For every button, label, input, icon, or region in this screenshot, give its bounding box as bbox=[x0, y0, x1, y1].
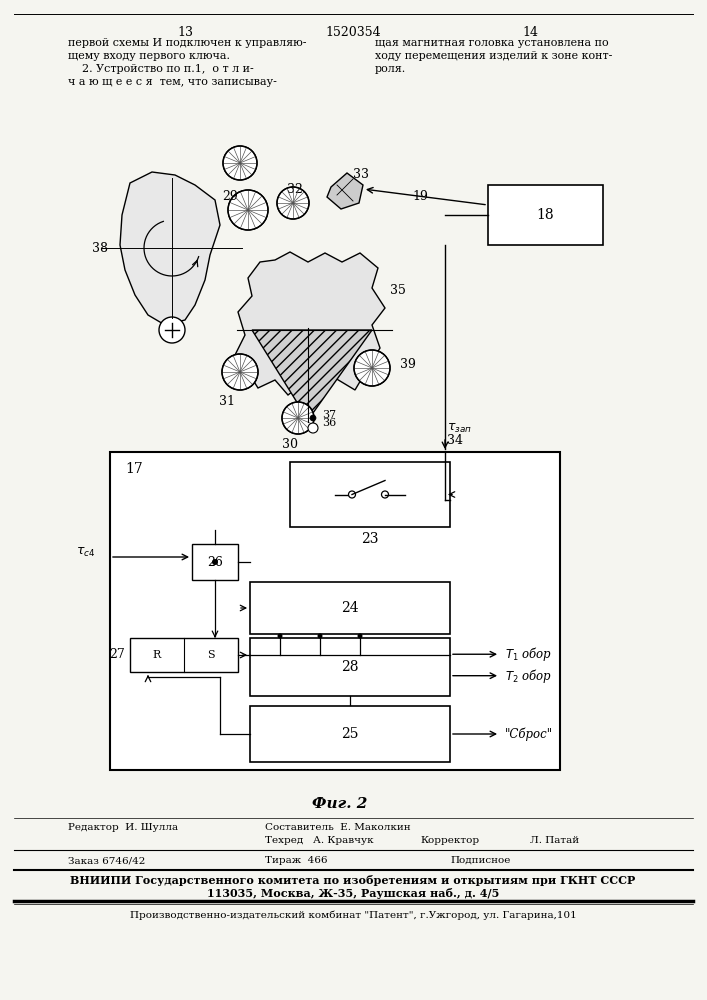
Text: роля.: роля. bbox=[375, 64, 407, 74]
Text: щему входу первого ключа.: щему входу первого ключа. bbox=[68, 51, 230, 61]
Text: ВНИИПИ Государственного комитета по изобретениям и открытиям при ГКНТ СССР: ВНИИПИ Государственного комитета по изоб… bbox=[71, 875, 636, 886]
Text: 18: 18 bbox=[537, 208, 554, 222]
Bar bbox=[110, 452, 560, 770]
Circle shape bbox=[349, 491, 356, 498]
Text: ходу перемещения изделий к зоне конт-: ходу перемещения изделий к зоне конт- bbox=[375, 51, 612, 61]
Text: "Сброс": "Сброс" bbox=[505, 727, 553, 741]
Text: 32: 32 bbox=[287, 183, 303, 196]
Circle shape bbox=[277, 187, 309, 219]
Text: 37: 37 bbox=[322, 410, 336, 420]
Text: 34: 34 bbox=[447, 434, 463, 446]
Bar bbox=[488, 185, 603, 245]
Polygon shape bbox=[327, 173, 363, 209]
Circle shape bbox=[228, 190, 268, 230]
Bar bbox=[290, 462, 450, 527]
Circle shape bbox=[310, 415, 316, 421]
Text: Фиг. 2: Фиг. 2 bbox=[312, 797, 368, 811]
Text: 24: 24 bbox=[341, 601, 359, 615]
Text: первой схемы И подключен к управляю-: первой схемы И подключен к управляю- bbox=[68, 38, 307, 48]
Text: 28: 28 bbox=[341, 660, 358, 674]
Text: Составитель  Е. Маколкин: Составитель Е. Маколкин bbox=[265, 823, 411, 832]
Circle shape bbox=[354, 350, 390, 386]
Text: 13: 13 bbox=[177, 26, 193, 39]
Text: щая магнитная головка установлена по: щая магнитная головка установлена по bbox=[375, 38, 609, 48]
Circle shape bbox=[382, 491, 389, 498]
Circle shape bbox=[222, 354, 258, 390]
Text: $\tau_{зап}$: $\tau_{зап}$ bbox=[447, 421, 472, 435]
Circle shape bbox=[282, 402, 314, 434]
Polygon shape bbox=[120, 172, 220, 325]
Text: 30: 30 bbox=[282, 438, 298, 451]
Text: Редактор  И. Шулла: Редактор И. Шулла bbox=[68, 823, 178, 832]
Text: 35: 35 bbox=[390, 284, 406, 296]
Text: ч а ю щ е е с я  тем, что записывау-: ч а ю щ е е с я тем, что записывау- bbox=[68, 77, 277, 87]
Circle shape bbox=[159, 317, 185, 343]
Text: 36: 36 bbox=[322, 418, 337, 428]
Text: 38: 38 bbox=[92, 241, 108, 254]
Text: 25: 25 bbox=[341, 727, 358, 741]
Text: Корректор: Корректор bbox=[420, 836, 479, 845]
Bar bbox=[192, 544, 238, 580]
Circle shape bbox=[212, 559, 218, 565]
Circle shape bbox=[223, 146, 257, 180]
Text: Производственно-издательский комбинат "Патент", г.Ужгород, ул. Гагарина,101: Производственно-издательский комбинат "П… bbox=[129, 910, 576, 920]
Text: 39: 39 bbox=[400, 359, 416, 371]
Text: $T_1$ обор: $T_1$ обор bbox=[505, 645, 552, 663]
Text: Подписное: Подписное bbox=[450, 856, 510, 865]
Text: S: S bbox=[207, 650, 215, 660]
Text: Техред   А. Кравчук: Техред А. Кравчук bbox=[265, 836, 373, 845]
Text: 113035, Москва, Ж-35, Раушская наб., д. 4/5: 113035, Москва, Ж-35, Раушская наб., д. … bbox=[207, 888, 499, 899]
Text: $\tau_{c4}$: $\tau_{c4}$ bbox=[76, 545, 95, 559]
Bar bbox=[250, 582, 450, 634]
Polygon shape bbox=[252, 330, 372, 420]
Bar bbox=[250, 706, 450, 762]
Polygon shape bbox=[235, 252, 385, 395]
Text: Тираж  466: Тираж 466 bbox=[265, 856, 327, 865]
Text: 19: 19 bbox=[412, 190, 428, 203]
Text: 27: 27 bbox=[110, 648, 125, 662]
Text: 26: 26 bbox=[207, 556, 223, 568]
Circle shape bbox=[308, 423, 318, 433]
Text: 17: 17 bbox=[125, 462, 143, 476]
Text: R: R bbox=[153, 650, 161, 660]
Text: 29: 29 bbox=[222, 190, 238, 203]
Circle shape bbox=[317, 634, 322, 639]
Text: 1520354: 1520354 bbox=[325, 26, 381, 39]
Text: Л. Патай: Л. Патай bbox=[530, 836, 579, 845]
Text: $T_2$ обор: $T_2$ обор bbox=[505, 667, 552, 685]
Text: Заказ 6746/42: Заказ 6746/42 bbox=[68, 856, 146, 865]
Text: 2. Устройство по п.1,  о т л и-: 2. Устройство по п.1, о т л и- bbox=[68, 64, 254, 74]
Text: 23: 23 bbox=[361, 532, 379, 546]
Bar bbox=[250, 638, 450, 696]
Text: 31: 31 bbox=[219, 395, 235, 408]
Bar bbox=[130, 638, 238, 672]
Text: 14: 14 bbox=[522, 26, 538, 39]
Circle shape bbox=[358, 634, 363, 639]
Circle shape bbox=[278, 634, 283, 639]
Text: 33: 33 bbox=[353, 168, 369, 181]
